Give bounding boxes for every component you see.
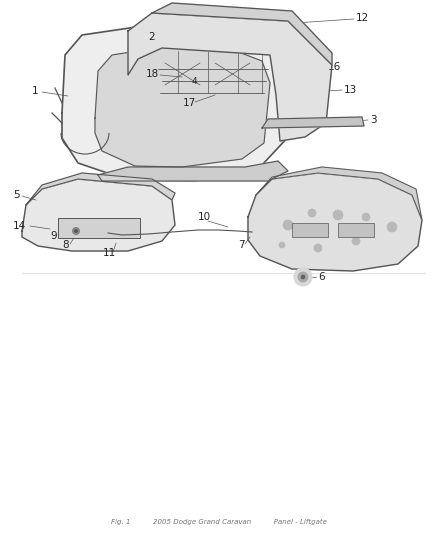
Circle shape [75, 230, 77, 232]
Text: 4: 4 [192, 77, 198, 85]
Text: 16: 16 [328, 62, 341, 72]
Text: 3: 3 [370, 115, 377, 125]
Circle shape [352, 237, 360, 245]
FancyBboxPatch shape [338, 223, 374, 237]
Polygon shape [248, 173, 422, 271]
Polygon shape [98, 161, 288, 181]
Polygon shape [22, 179, 175, 251]
Circle shape [333, 210, 343, 220]
FancyBboxPatch shape [58, 218, 140, 238]
Text: 7: 7 [238, 240, 245, 250]
Circle shape [362, 213, 370, 221]
Polygon shape [95, 47, 270, 167]
Text: 13: 13 [344, 85, 357, 95]
Circle shape [294, 268, 312, 286]
FancyBboxPatch shape [292, 223, 328, 237]
Text: 12: 12 [356, 13, 369, 23]
Text: 5: 5 [13, 190, 20, 200]
Circle shape [298, 272, 308, 282]
Text: Fig. 1          2005 Dodge Grand Caravan          Panel - Liftgate: Fig. 1 2005 Dodge Grand Caravan Panel - … [111, 519, 327, 525]
Circle shape [387, 222, 397, 232]
Circle shape [314, 244, 322, 252]
Text: 14: 14 [13, 221, 26, 231]
Circle shape [279, 242, 285, 248]
Text: 8: 8 [62, 240, 69, 250]
Text: 9: 9 [50, 231, 57, 241]
Text: 2: 2 [148, 32, 155, 42]
Text: 10: 10 [198, 212, 211, 222]
Polygon shape [26, 173, 175, 205]
Polygon shape [152, 3, 332, 65]
Text: 1: 1 [32, 86, 39, 96]
Text: 6: 6 [318, 272, 325, 282]
Polygon shape [256, 167, 422, 220]
Circle shape [308, 209, 316, 217]
Text: 11: 11 [103, 248, 116, 258]
Polygon shape [128, 13, 332, 141]
Polygon shape [62, 25, 298, 181]
Text: 17: 17 [183, 98, 196, 108]
Circle shape [73, 228, 80, 235]
Polygon shape [262, 117, 364, 128]
Circle shape [301, 275, 305, 279]
Text: 18: 18 [146, 69, 159, 79]
Circle shape [283, 220, 293, 230]
